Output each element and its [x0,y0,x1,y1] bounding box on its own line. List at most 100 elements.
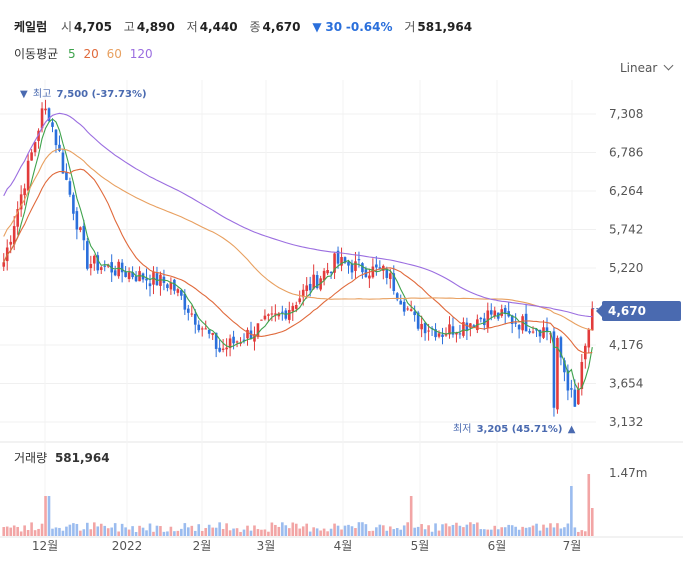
scale-toggle[interactable]: Linear [620,60,674,75]
candle-body [371,266,375,278]
ma-60-line [3,148,593,331]
grid [0,80,683,538]
volume-bar [385,530,389,536]
volume-bar [556,523,559,536]
volume-bar [162,531,166,536]
candle-body [416,312,420,329]
volume-bar [145,530,148,536]
candle-body [294,305,298,309]
volume-bar [406,522,409,536]
candle-body [437,333,441,337]
volume-bar [580,530,584,536]
candle-body [30,152,33,161]
volume-bar [430,531,434,536]
x-tick-label: 2022 [112,539,143,553]
y-axis: 7,3086,7866,2645,7425,2204,6984,1763,654… [609,107,643,429]
candle-body [33,141,37,153]
volume-bar [37,528,40,536]
volume-bar [552,527,556,536]
candle-body [127,272,131,280]
candle-body [40,108,44,129]
candle-body [169,282,173,290]
candle-body [82,225,86,241]
volume-bar [58,527,61,536]
volume-bar [486,529,490,536]
volume-bar [462,527,465,536]
candle-body [270,313,274,315]
candle-body [350,263,354,273]
volume-bar [12,525,16,536]
candle-body [347,261,350,266]
volume-bar [357,522,361,536]
volume-bar [364,524,368,536]
volume-bar [354,528,357,536]
candle-body [312,274,315,289]
volume-bar [214,527,218,536]
candle-body [322,270,326,281]
change-arrow-icon: ▼ [312,20,322,34]
volume-bar [301,526,305,536]
volume-panel-label: 거래량 581,964 [14,451,110,465]
candle-body [570,388,573,390]
volume-bar [479,529,483,536]
volume-bar [197,524,201,536]
volume-bar [242,529,246,536]
candle-body [19,194,23,210]
candle-body [368,275,371,279]
candle-body [361,263,364,273]
volume-bar [375,527,378,536]
volume-bar [395,528,399,536]
candle-body [23,188,26,196]
x-tick-label: 5월 [411,539,430,553]
candle-body [451,326,455,335]
candle-body [117,261,120,277]
volume-bar [413,527,416,536]
candle-body [538,329,542,337]
volume-bar [221,528,225,536]
volume-bar [54,527,58,536]
volume-bar [573,527,577,536]
ma-60-label[interactable]: 60 [106,47,122,61]
candle-body [26,160,30,191]
volume-bar [225,523,228,536]
volume-bar [159,526,162,536]
volume-bar [200,530,204,536]
volume-bar [388,526,392,536]
volume-bar [566,523,570,536]
volume-bar [246,525,249,536]
volume-bar [51,528,54,536]
candle-body [563,360,566,373]
volume-bar [500,527,504,536]
volume-bar [89,529,93,536]
candle-body [493,310,497,317]
volume-bar [207,524,211,536]
ma-5-label[interactable]: 5 [68,47,76,61]
volume-bar [169,526,173,536]
y-tick-label: 3,654 [609,377,643,391]
volume-bar [472,524,476,536]
y-tick-label: 6,264 [609,184,643,198]
volume-bar [82,529,86,536]
volume-bars [2,474,594,536]
candle-body [183,293,187,310]
candle-body [190,313,194,315]
candle-body [277,313,281,317]
candle-body [246,329,249,339]
open-label: 시 [60,20,72,34]
max-annotation: ▼ 최고 7,500 (-37.73%) [20,88,147,100]
volume-bar [86,522,89,536]
volume-bar [420,524,423,536]
candle-body [211,333,214,335]
volume-bar [187,527,190,536]
ma-120-label[interactable]: 120 [129,47,153,61]
volume-bar [180,528,183,536]
volume-bar [441,524,444,536]
volume-label: 거 [404,20,416,34]
ma-20-label[interactable]: 20 [83,47,99,61]
candle-body [329,272,333,274]
candle-body [200,328,204,330]
candle-body [61,152,65,174]
candle-body [37,130,40,142]
volume-value: 581,964 [417,20,473,34]
